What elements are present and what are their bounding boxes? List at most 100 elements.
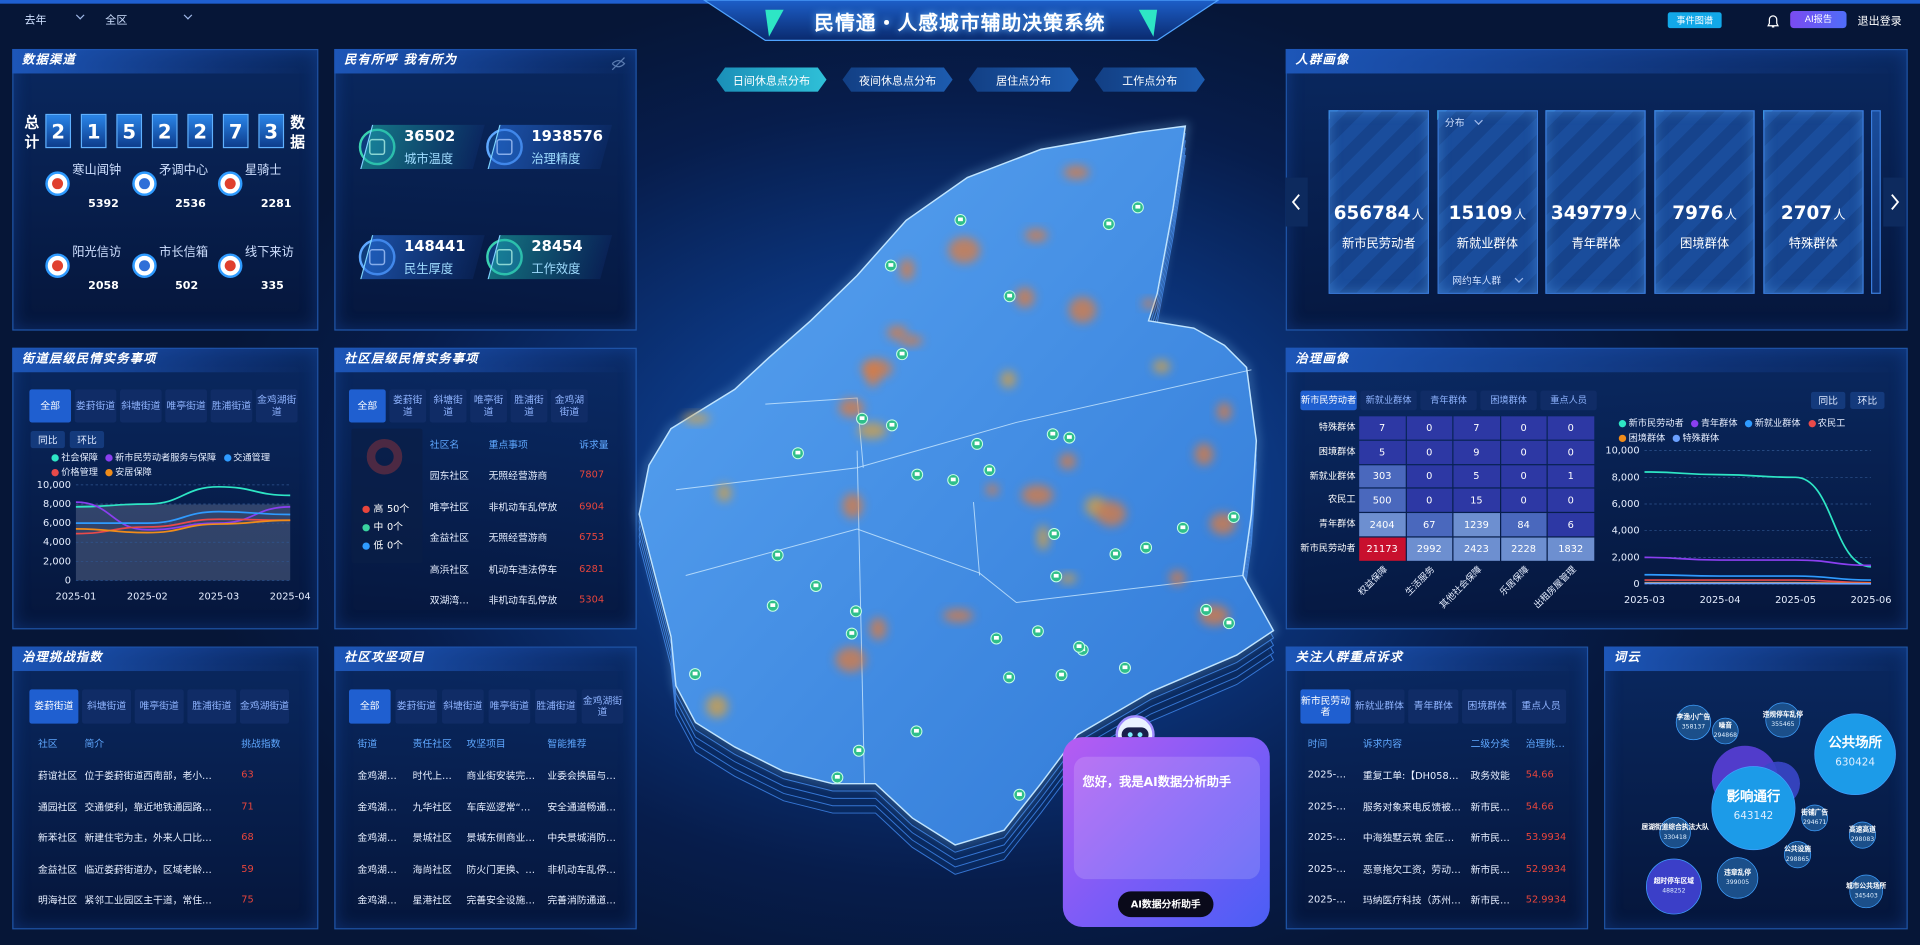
table-cell: 玛纳医疗科技（苏州… xyxy=(1362,895,1461,907)
table-header: 治理挑… xyxy=(1525,738,1565,750)
tab[interactable]: 金鸡湖街道 xyxy=(551,389,588,423)
tab[interactable]: 唯亭街道 xyxy=(488,689,531,724)
event-graph-button[interactable]: 事件图谱 xyxy=(1667,12,1722,29)
map-tab[interactable]: 工作点分布 xyxy=(1094,67,1205,92)
ai-card-inner xyxy=(1073,756,1261,880)
toggle-button[interactable]: 环比 xyxy=(1850,391,1885,409)
card-value-row: 656784 人 xyxy=(1329,202,1429,226)
heatmap-cell: 21173 xyxy=(1359,537,1406,561)
tab[interactable]: 困境群体 xyxy=(1462,689,1513,724)
tab[interactable]: 斜塘街道 xyxy=(82,689,132,724)
legend-swatch xyxy=(362,523,370,531)
tab[interactable]: 胜浦街道 xyxy=(510,389,548,423)
ai-report-button[interactable]: AI报告 xyxy=(1790,11,1847,29)
crowd-card xyxy=(1763,110,1864,294)
table-cell: 重复工单:【DH058… xyxy=(1362,770,1459,782)
channel-count: 2536 xyxy=(175,198,206,211)
card-label: 新市民劳动者 xyxy=(1342,237,1416,252)
heat-spot xyxy=(835,647,866,673)
map-marker xyxy=(1063,431,1076,444)
legend-swatch xyxy=(362,541,370,550)
map-marker xyxy=(1055,669,1068,682)
tab[interactable]: 唯亭街道 xyxy=(470,389,507,423)
card-dropdown[interactable]: 分布 xyxy=(1444,117,1465,129)
map-marker xyxy=(884,259,897,272)
map-tab[interactable]: 居住点分布 xyxy=(968,67,1079,92)
tab[interactable]: 青年群体 xyxy=(1420,390,1477,411)
heat-spot xyxy=(1084,496,1107,517)
map-marker-icon xyxy=(1106,221,1112,226)
heatmap-cell: 0 xyxy=(1406,440,1453,464)
heatmap-cell: 5 xyxy=(1453,464,1500,488)
map-marker-icon xyxy=(775,552,781,557)
tab[interactable]: 胜浦街道 xyxy=(535,689,577,724)
toggle-button[interactable]: 同比 xyxy=(30,431,65,449)
tab[interactable]: 金鸡湖街道 xyxy=(255,389,298,423)
map-tab[interactable]: 夜间休息点分布 xyxy=(842,67,953,92)
tab[interactable]: 困境群体 xyxy=(1480,390,1537,411)
total-digit: 3 xyxy=(258,113,285,149)
map-marker-icon xyxy=(987,467,992,472)
channel-name: 阳光信访 xyxy=(72,246,122,260)
tab[interactable]: 唯亭街道 xyxy=(165,389,207,423)
table-header: 重点事项 xyxy=(488,439,528,451)
map-marker-icon xyxy=(1051,531,1057,536)
channel-name: 市长信箱 xyxy=(159,246,209,260)
ai-greeting: 您好，我是AI数据分析助手 xyxy=(1082,776,1232,790)
card-sub-dropdown[interactable]: 网约车人群 xyxy=(1452,275,1502,287)
map-tab[interactable]: 日间休息点分布 xyxy=(716,67,827,92)
map-marker-icon xyxy=(770,603,776,607)
legend-item: 农民工 xyxy=(1807,416,1846,429)
map-marker xyxy=(791,447,804,460)
toggle-button[interactable]: 环比 xyxy=(69,431,105,449)
legend-item: 交通管理 xyxy=(223,451,270,464)
map-marker xyxy=(849,605,862,618)
logout[interactable]: 退出登录 xyxy=(1857,15,1902,29)
metric-value: 148441 xyxy=(404,237,466,255)
total-digit: 1 xyxy=(80,113,107,149)
tab[interactable]: 新就业群体 xyxy=(1360,390,1417,411)
tab[interactable]: 娄葑街道 xyxy=(29,689,79,724)
heatmap-cell: 9 xyxy=(1453,440,1500,464)
heat-spot xyxy=(683,413,711,424)
tab[interactable]: 重点人员 xyxy=(1540,390,1597,411)
panel-title: 治理挑战指数 xyxy=(12,646,316,672)
tab[interactable]: 全部 xyxy=(348,389,386,423)
tab[interactable]: 金鸡湖街道 xyxy=(240,689,289,724)
heatmap-cell: 0 xyxy=(1547,489,1594,513)
tab[interactable]: 斜塘街道 xyxy=(442,689,484,724)
heatmap-cell: 0 xyxy=(1547,440,1594,464)
tab[interactable]: 青年群体 xyxy=(1408,689,1459,724)
heat-spot xyxy=(1024,228,1048,243)
table-cell: 业委会换届与… xyxy=(547,770,616,782)
tab[interactable]: 娄葑街道 xyxy=(389,389,427,423)
heat-spot xyxy=(1194,443,1214,466)
tab[interactable]: 新就业群体 xyxy=(1354,689,1405,724)
crowd-card xyxy=(1654,110,1755,294)
tab[interactable]: 唯亭街道 xyxy=(134,689,184,724)
area-filter[interactable]: 全区 xyxy=(105,14,128,27)
tab[interactable]: 斜塘街道 xyxy=(120,389,162,423)
heat-spot xyxy=(887,325,908,340)
map-marker xyxy=(1076,643,1089,656)
tab[interactable]: 重点人员 xyxy=(1515,689,1567,724)
panel-title: 关注人群重点诉求 xyxy=(1285,646,1586,672)
heat-spot xyxy=(1036,525,1050,551)
ai-button[interactable]: AI数据分析助手 xyxy=(1117,891,1214,918)
tab[interactable]: 全部 xyxy=(348,689,391,724)
tab[interactable]: 新市民劳动者 xyxy=(1300,390,1357,411)
tab[interactable]: 新市民劳动者 xyxy=(1300,689,1351,724)
tab[interactable]: 全部 xyxy=(29,389,72,423)
legend-label: 农民工 xyxy=(1817,417,1846,429)
time-filter[interactable]: 去年 xyxy=(24,14,47,27)
tab[interactable]: 胜浦街道 xyxy=(210,389,253,423)
toggle-button[interactable]: 同比 xyxy=(1811,391,1846,409)
tab[interactable]: 娄葑街道 xyxy=(395,689,438,724)
tab[interactable]: 娄葑街道 xyxy=(74,389,117,423)
total-digit: 2 xyxy=(187,113,214,149)
table-cell: 通园社区 xyxy=(37,801,78,813)
tab[interactable]: 金鸡湖街道 xyxy=(581,689,624,724)
tab[interactable]: 斜塘街道 xyxy=(429,389,467,423)
map-marker-icon xyxy=(914,472,920,476)
tab[interactable]: 胜浦街道 xyxy=(187,689,237,724)
